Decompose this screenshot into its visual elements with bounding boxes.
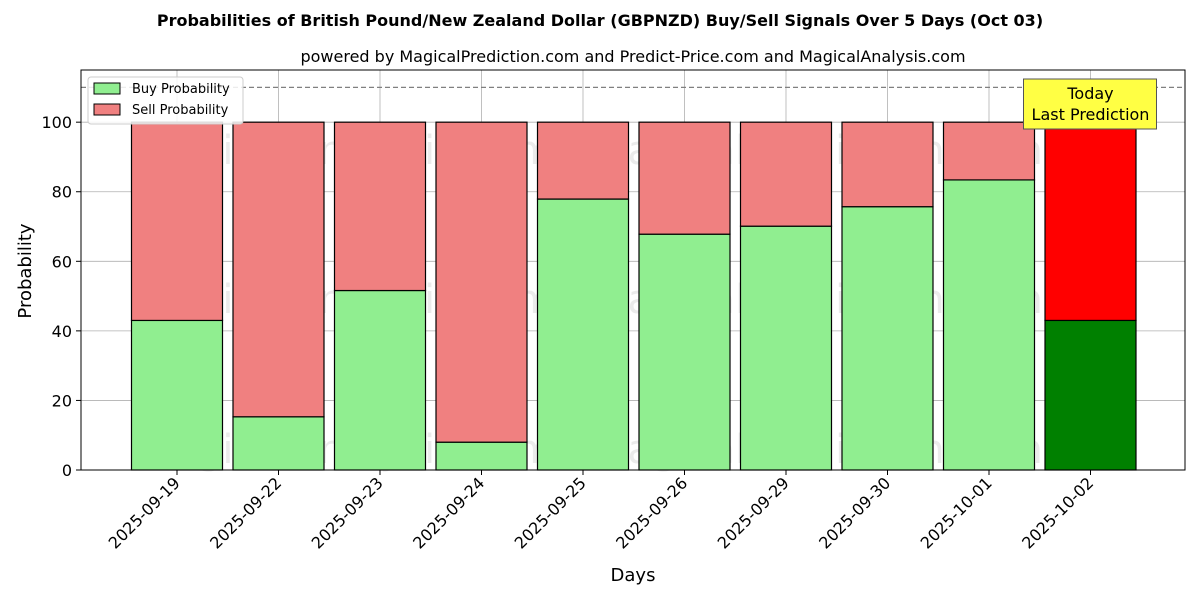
buy-bar [942, 179, 1036, 471]
buy-bar [1044, 319, 1137, 471]
sell-bar [333, 121, 427, 292]
buy-bar [232, 416, 325, 471]
buy-bar [333, 289, 427, 471]
y-tick-label: 40 [52, 322, 72, 341]
y-tick-label: 80 [52, 183, 72, 202]
today-annotation-box [1023, 78, 1157, 130]
legend-entry: Buy Probability [132, 82, 230, 97]
sell-bar [739, 121, 833, 227]
y-tick-label: 60 [52, 252, 72, 271]
sell-bar [232, 121, 325, 418]
annotation-line-1: Today [1066, 84, 1113, 103]
y-tick-label: 100 [41, 113, 72, 132]
sell-bar [536, 121, 630, 200]
chart-title: Probabilities of British Pound/New Zeala… [157, 11, 1043, 30]
sell-bar [130, 121, 224, 322]
buy-bar [536, 198, 630, 471]
buy-bar [841, 206, 934, 471]
buy-bar [435, 441, 528, 471]
sell-bar [435, 121, 528, 443]
legend [87, 76, 244, 125]
legend-swatch [93, 103, 121, 116]
sell-bar [841, 121, 934, 208]
annotation-line-2: Last Prediction [1032, 105, 1150, 124]
legend-entry: Sell Probability [132, 103, 229, 118]
y-tick-label: 20 [52, 391, 72, 410]
y-axis-label: Probability [15, 223, 36, 318]
x-axis-label: Days [611, 565, 656, 586]
sell-bar [942, 121, 1036, 181]
buy-bar [130, 319, 224, 471]
legend-frame [87, 76, 244, 125]
legend-swatch [93, 82, 121, 95]
sell-bar [1044, 121, 1137, 322]
y-tick-label: 0 [62, 461, 72, 480]
sell-bar [638, 121, 731, 235]
buy-bar [638, 233, 731, 471]
chart-subtitle: powered by MagicalPrediction.com and Pre… [300, 47, 965, 66]
buy-bar [739, 225, 833, 471]
plot-frame [80, 69, 1186, 471]
